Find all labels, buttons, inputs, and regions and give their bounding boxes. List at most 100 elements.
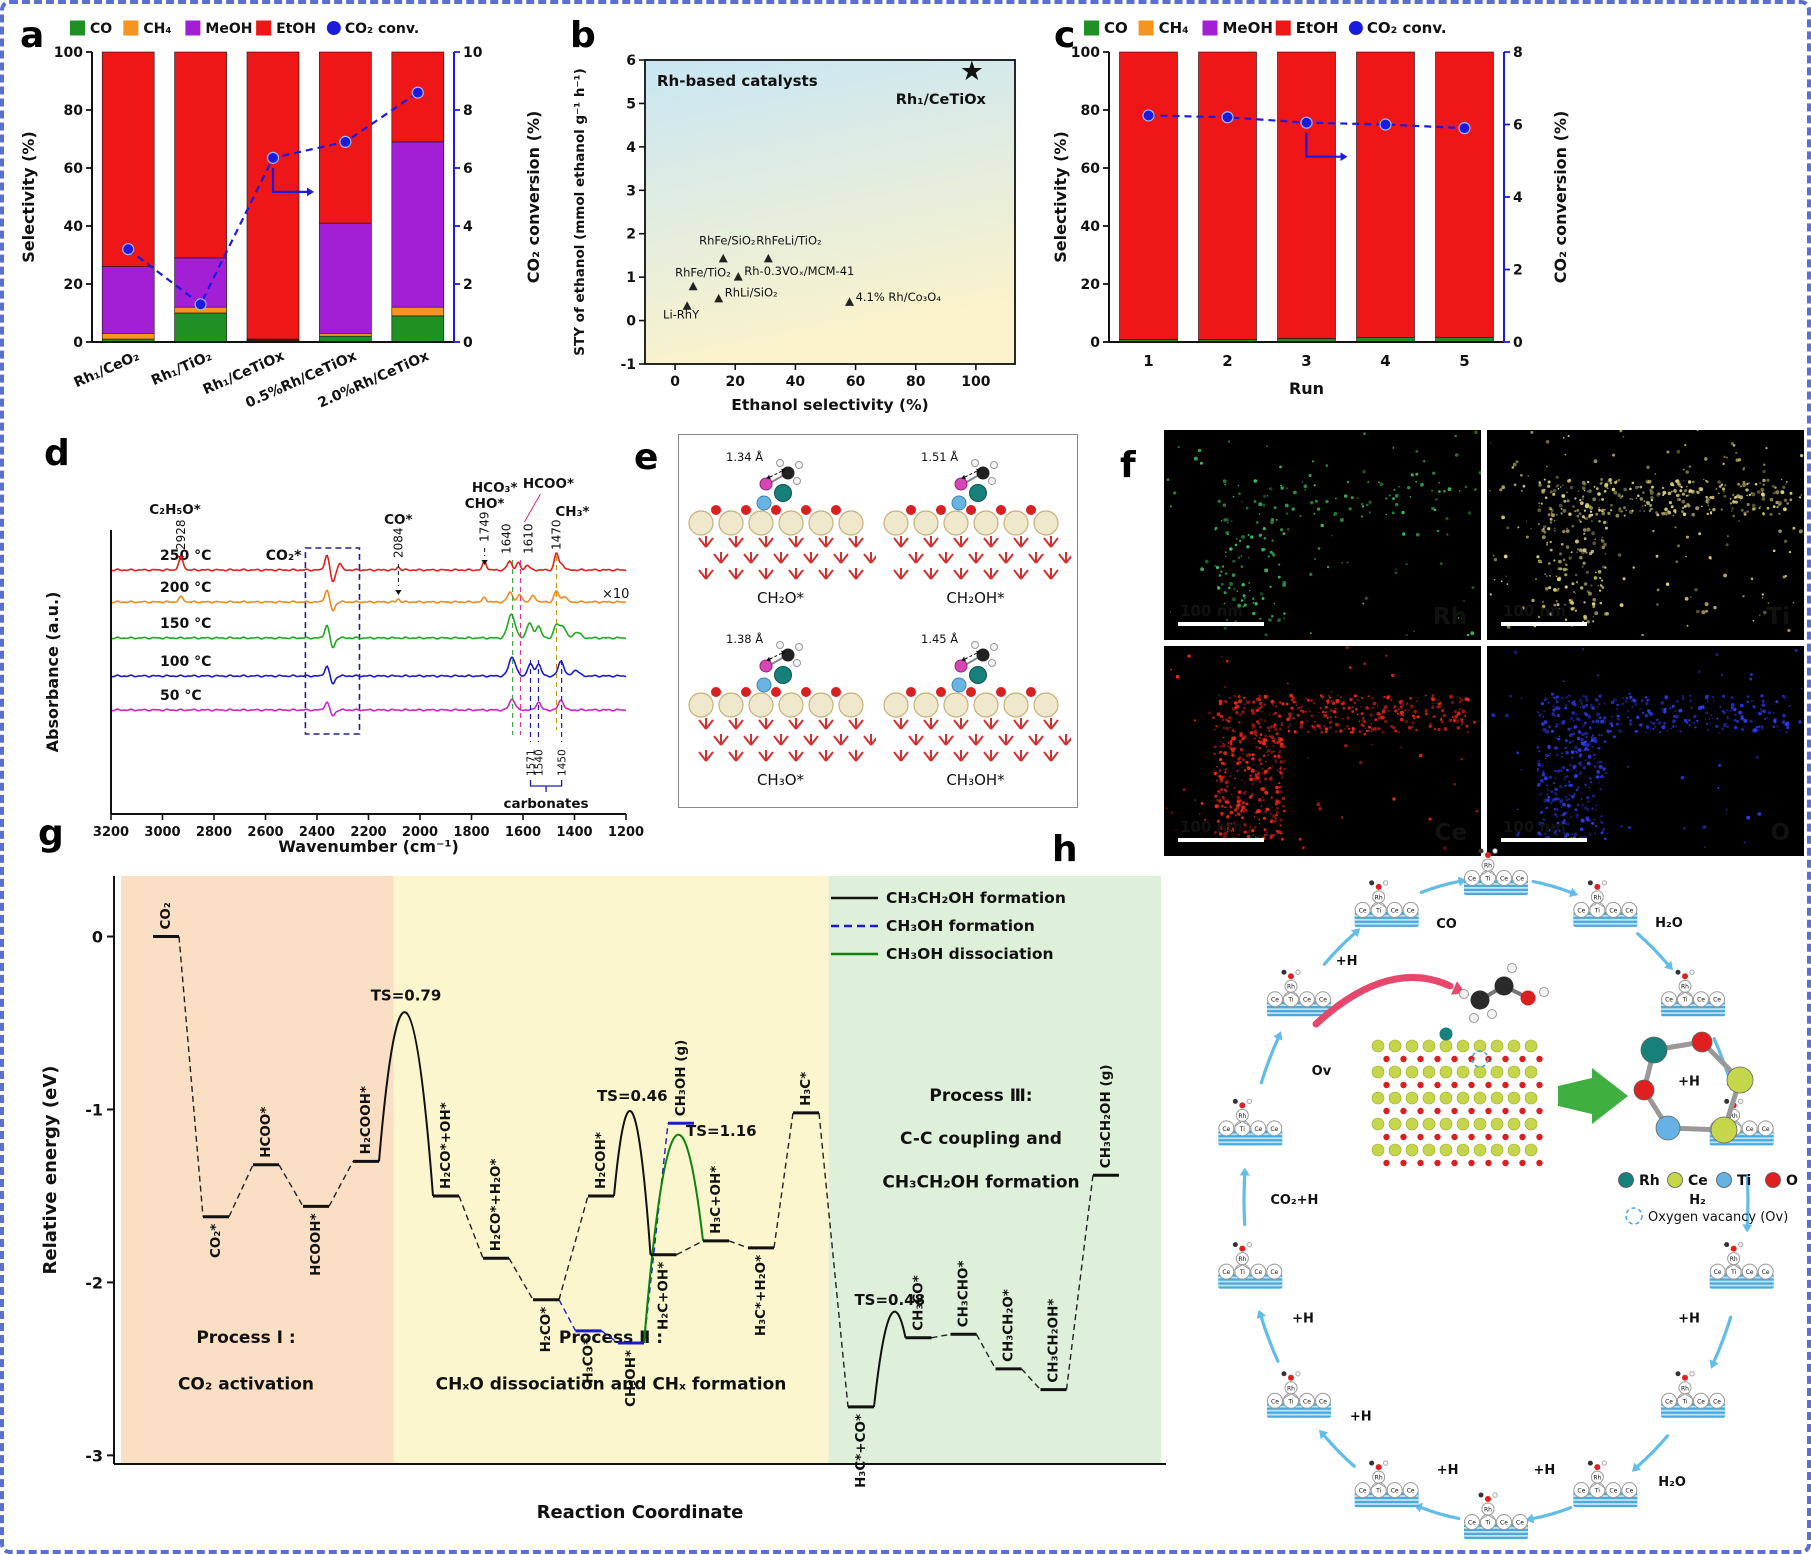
eds-dot bbox=[1746, 510, 1749, 513]
eds-dot bbox=[1562, 558, 1566, 562]
co2-region-box bbox=[304, 547, 361, 735]
eds-dot bbox=[1649, 721, 1652, 724]
eds-dot bbox=[1593, 753, 1596, 756]
lattice-stick bbox=[824, 719, 834, 730]
adsorbate-o bbox=[1287, 1374, 1294, 1381]
eds-dot bbox=[1217, 586, 1221, 590]
eds-dot bbox=[1593, 459, 1598, 464]
eds-dot bbox=[1400, 713, 1403, 716]
eds-dot bbox=[1275, 817, 1277, 820]
species-label: H₃C*+H₂O* bbox=[753, 1255, 769, 1336]
eds-dot bbox=[1620, 723, 1622, 725]
adsorbate-h bbox=[1295, 969, 1301, 975]
legend-marker-box bbox=[1275, 20, 1291, 36]
eds-dot bbox=[1489, 442, 1492, 444]
lattice-stick bbox=[1049, 751, 1059, 762]
ce-atom bbox=[747, 510, 774, 536]
arrowhead bbox=[765, 656, 771, 662]
element-label: Rh bbox=[1433, 604, 1467, 630]
eds-dot bbox=[1271, 724, 1274, 728]
surface-atom-label: Ce bbox=[1270, 1126, 1278, 1133]
eds-dot bbox=[1280, 721, 1283, 724]
eds-dot bbox=[1272, 833, 1276, 837]
eds-dot bbox=[1204, 559, 1209, 564]
eds-dot bbox=[1547, 480, 1551, 484]
y2-tick: 2 bbox=[1513, 263, 1523, 279]
o-atom bbox=[1400, 1055, 1407, 1063]
eds-dot bbox=[1253, 815, 1256, 818]
eds-dot bbox=[1339, 696, 1343, 699]
lattice-stick bbox=[899, 569, 909, 580]
ce-atom bbox=[1422, 1143, 1436, 1157]
eds-dot bbox=[1590, 781, 1592, 784]
eds-dot bbox=[1635, 497, 1638, 499]
species-label: CH₃CH₂OH* bbox=[1046, 1299, 1062, 1383]
eds-dot bbox=[1591, 620, 1595, 623]
x-axis-title: Run bbox=[1289, 379, 1324, 398]
eds-dot bbox=[1264, 633, 1268, 637]
eds-dot bbox=[1751, 492, 1756, 497]
eds-dot bbox=[1515, 460, 1519, 464]
eds-dot bbox=[1235, 537, 1238, 540]
eds-dot bbox=[1234, 814, 1237, 817]
eds-dot bbox=[1335, 730, 1337, 733]
eds-dot bbox=[1672, 484, 1675, 487]
eds-dot bbox=[1506, 625, 1511, 629]
eds-dot bbox=[1778, 512, 1781, 515]
eds-dot bbox=[1554, 776, 1557, 779]
svg-line bbox=[1378, 902, 1387, 909]
lattice-stick bbox=[1034, 735, 1044, 746]
eds-dot bbox=[1618, 507, 1622, 510]
eds-dot bbox=[1232, 495, 1235, 498]
eds-dot bbox=[1602, 829, 1605, 832]
eds-dot bbox=[1631, 481, 1635, 485]
eds-dot bbox=[1381, 730, 1385, 734]
arrowhead bbox=[1663, 960, 1674, 971]
eds-dot bbox=[1505, 575, 1507, 578]
o-atom bbox=[1468, 1081, 1475, 1089]
eds-dot bbox=[1223, 518, 1227, 522]
eds-dot bbox=[1466, 730, 1470, 734]
eds-dot bbox=[1274, 809, 1277, 811]
ts-label: TS=0.46 bbox=[597, 1087, 668, 1105]
eds-dot bbox=[1258, 502, 1263, 507]
eds-dot bbox=[1575, 813, 1580, 818]
eds-dot bbox=[1746, 815, 1751, 820]
process-region bbox=[828, 876, 1161, 1464]
eds-dot bbox=[1643, 500, 1646, 503]
eds-dot bbox=[1555, 725, 1558, 728]
eds-dot bbox=[1288, 715, 1292, 719]
eds-dot bbox=[1783, 696, 1786, 699]
eds-dot bbox=[1493, 557, 1498, 562]
y2-tick: 8 bbox=[463, 103, 473, 119]
legend-label: Ti bbox=[1737, 1173, 1751, 1189]
zoom-arrow bbox=[1558, 1068, 1628, 1124]
eds-dot bbox=[1258, 513, 1261, 515]
eds-dot bbox=[1268, 777, 1271, 780]
ti-atom bbox=[951, 677, 966, 693]
svg-line bbox=[1597, 1482, 1606, 1489]
bar-segment-CH₄ bbox=[319, 332, 372, 337]
eds-dot bbox=[1214, 833, 1216, 835]
o-atom bbox=[800, 505, 811, 515]
svg-rect bbox=[1661, 1004, 1726, 1007]
eds-dot bbox=[1718, 485, 1722, 488]
eds-dot bbox=[1409, 697, 1412, 700]
eds-dot bbox=[1681, 499, 1686, 504]
eds-dot bbox=[1242, 735, 1247, 739]
y2-tick: 0 bbox=[463, 335, 473, 351]
lattice-stick bbox=[749, 553, 759, 564]
o-atom bbox=[1434, 1081, 1441, 1089]
eds-dot bbox=[1552, 708, 1556, 712]
eds-dot bbox=[1688, 490, 1691, 494]
eds-dot bbox=[1237, 484, 1240, 487]
eds-dot bbox=[1251, 725, 1256, 729]
bar-segment-EtOH bbox=[101, 51, 155, 267]
eds-dot bbox=[1575, 770, 1578, 772]
o-atom bbox=[1485, 1107, 1492, 1115]
eds-dot bbox=[1312, 701, 1316, 705]
eds-dot bbox=[1738, 710, 1743, 715]
o-atom bbox=[1519, 1159, 1526, 1167]
annotation-wavenumber: 1540 bbox=[533, 749, 545, 776]
